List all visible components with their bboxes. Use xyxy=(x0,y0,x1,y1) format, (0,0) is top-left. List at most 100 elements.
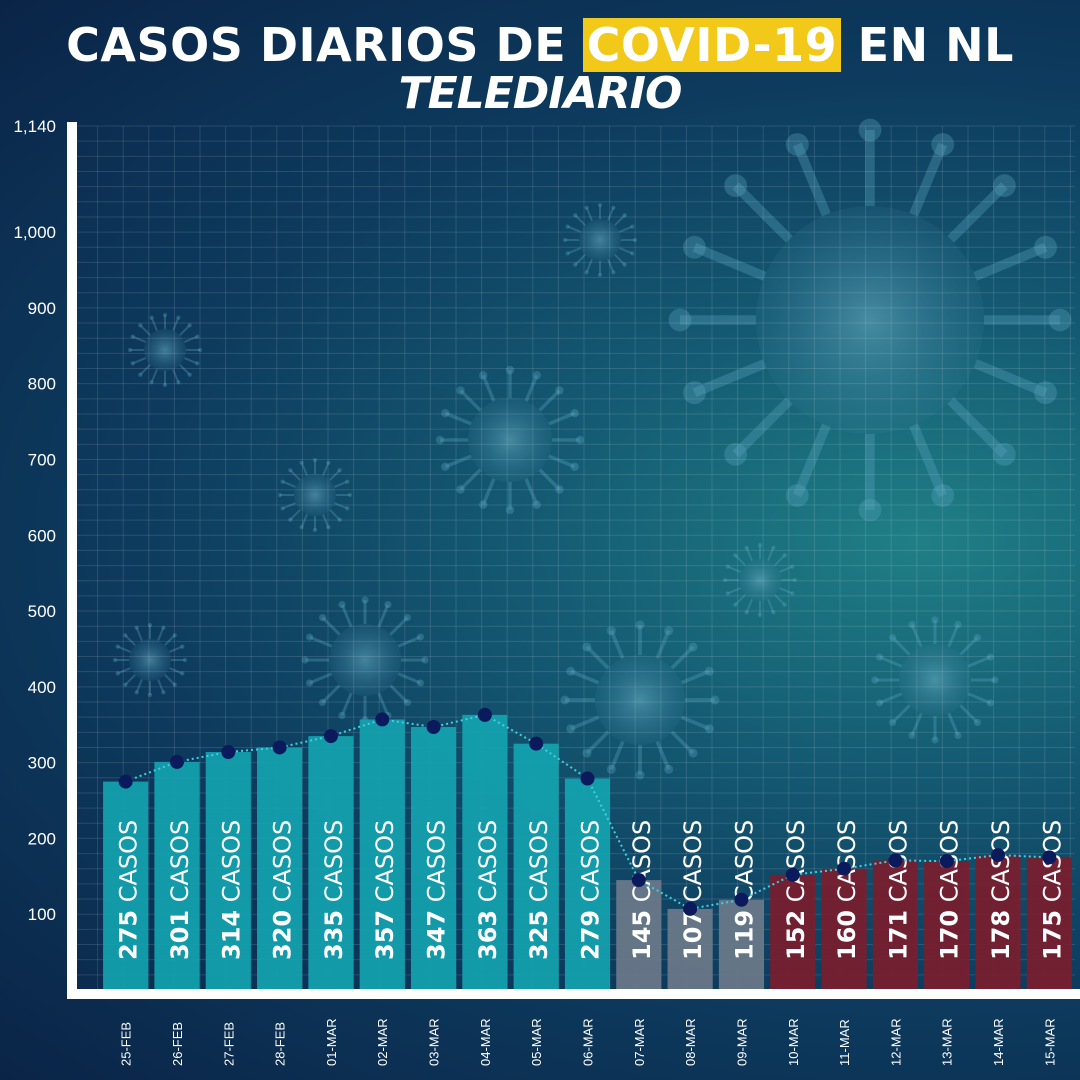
virus-spike-tip xyxy=(195,361,200,366)
virus-spike xyxy=(655,740,671,771)
virus-spike-tip xyxy=(435,435,445,445)
virus-spike xyxy=(779,565,793,573)
y-tick-label: 900 xyxy=(28,299,56,318)
virus-spike-tip xyxy=(931,484,955,507)
bar xyxy=(462,714,508,990)
bar-value-suffix: CASOS xyxy=(525,820,553,910)
virus-spike-tip xyxy=(361,596,369,604)
trend-marker xyxy=(888,853,903,868)
virus-spike-tip xyxy=(664,764,674,774)
y-tick-label: 1,140 xyxy=(13,117,56,136)
bar-value-suffix: CASOS xyxy=(320,820,348,910)
virus-spike-tip xyxy=(570,409,579,418)
x-tick-label: 04-MAR xyxy=(478,1018,493,1066)
virus-spike xyxy=(329,469,341,481)
virus-spike-tip xyxy=(312,457,318,463)
virus-spike xyxy=(459,468,482,491)
bar xyxy=(872,860,918,990)
y-tick-label: 1,000 xyxy=(13,223,56,242)
bar-value-label: 145 CASOS xyxy=(628,820,656,960)
virus-spike xyxy=(321,616,341,636)
trend-marker xyxy=(426,720,441,735)
virus-spike-tip xyxy=(505,505,515,515)
virus-spike xyxy=(139,324,151,336)
virus-spike xyxy=(184,357,198,365)
bar-value-suffix: CASOS xyxy=(371,820,399,910)
y-tick-label: 500 xyxy=(28,602,56,621)
virus-spike-tip xyxy=(288,468,293,473)
virus-body xyxy=(595,655,685,745)
virus-spike-tip xyxy=(318,698,327,707)
virus-spike-tip xyxy=(931,616,939,624)
virus-body xyxy=(739,559,781,601)
virus-spike xyxy=(548,454,576,469)
virus-decoration xyxy=(301,596,429,724)
virus-spike xyxy=(670,730,695,755)
virus-spike-tip xyxy=(566,724,576,734)
virus-spike-tip xyxy=(347,492,353,498)
virus-spike xyxy=(289,509,301,521)
trend-marker xyxy=(734,892,749,907)
trend-marker xyxy=(529,736,544,751)
trend-marker xyxy=(375,712,390,727)
bar-value-number: 152 xyxy=(782,910,810,960)
virus-spike xyxy=(878,692,903,705)
virus-spike-tip xyxy=(130,361,135,366)
virus-spike xyxy=(779,587,793,595)
virus-spike xyxy=(973,359,1048,398)
x-tick-label: 10-MAR xyxy=(786,1018,801,1066)
trend-marker xyxy=(221,745,236,760)
x-tick-label: 25-FEB xyxy=(119,1022,134,1066)
virus-spike-tip xyxy=(632,237,638,243)
x-tick-label: 08-MAR xyxy=(683,1018,698,1066)
virus-spike-tip xyxy=(147,622,153,628)
virus-spike xyxy=(389,616,409,636)
virus-spike-tip xyxy=(441,462,450,471)
trend-marker xyxy=(323,729,338,744)
virus-spike-tip xyxy=(555,485,564,494)
virus-spike xyxy=(745,599,753,613)
virus-decoration xyxy=(668,118,1072,522)
virus-spike xyxy=(692,359,767,398)
virus-spike xyxy=(300,514,308,528)
virus-spike-tip xyxy=(416,679,425,687)
virus-spike-tip xyxy=(115,644,120,649)
bar xyxy=(564,778,611,990)
y-tick-label: 800 xyxy=(28,375,56,394)
virus-spike-tip xyxy=(584,205,589,210)
virus-spike-tip xyxy=(305,679,314,687)
virus-spike xyxy=(959,636,979,656)
x-tick-label: 06-MAR xyxy=(581,1018,596,1066)
virus-spike-tip xyxy=(149,380,154,385)
virus-spike-tip xyxy=(954,620,962,629)
bar-value-number: 171 xyxy=(884,910,912,960)
virus-spike-tip xyxy=(606,764,616,774)
virus-spike xyxy=(397,672,422,685)
virus-spike-tip xyxy=(195,334,200,339)
x-tick-label: 09-MAR xyxy=(734,1018,749,1066)
virus-spike-tip xyxy=(149,315,154,320)
virus-spike-tip xyxy=(112,657,118,663)
bar xyxy=(359,719,405,990)
virus-spike xyxy=(321,684,341,704)
bar-value-label: 347 CASOS xyxy=(423,820,451,960)
virus-spike-tip xyxy=(622,213,627,218)
virus-spike-tip xyxy=(441,409,450,418)
virus-spike-tip xyxy=(338,711,346,720)
trend-line-group xyxy=(118,707,1057,916)
virus-spike-tip xyxy=(710,695,720,705)
virus-spike xyxy=(947,712,960,737)
bar-value-suffix: CASOS xyxy=(474,820,502,910)
virus-spike xyxy=(574,214,586,226)
virus-spike xyxy=(538,389,561,412)
virus-spike xyxy=(389,684,409,704)
bar xyxy=(154,761,200,990)
virus-spike xyxy=(169,667,183,675)
virus-spike-tip xyxy=(875,699,884,707)
virus-spike-tip xyxy=(688,748,698,758)
virus-spike-tip xyxy=(456,485,465,494)
virus-spike xyxy=(282,480,296,488)
bar xyxy=(770,874,816,990)
bar-value-number: 175 xyxy=(1038,910,1066,960)
virus-spike-tip xyxy=(180,644,185,649)
